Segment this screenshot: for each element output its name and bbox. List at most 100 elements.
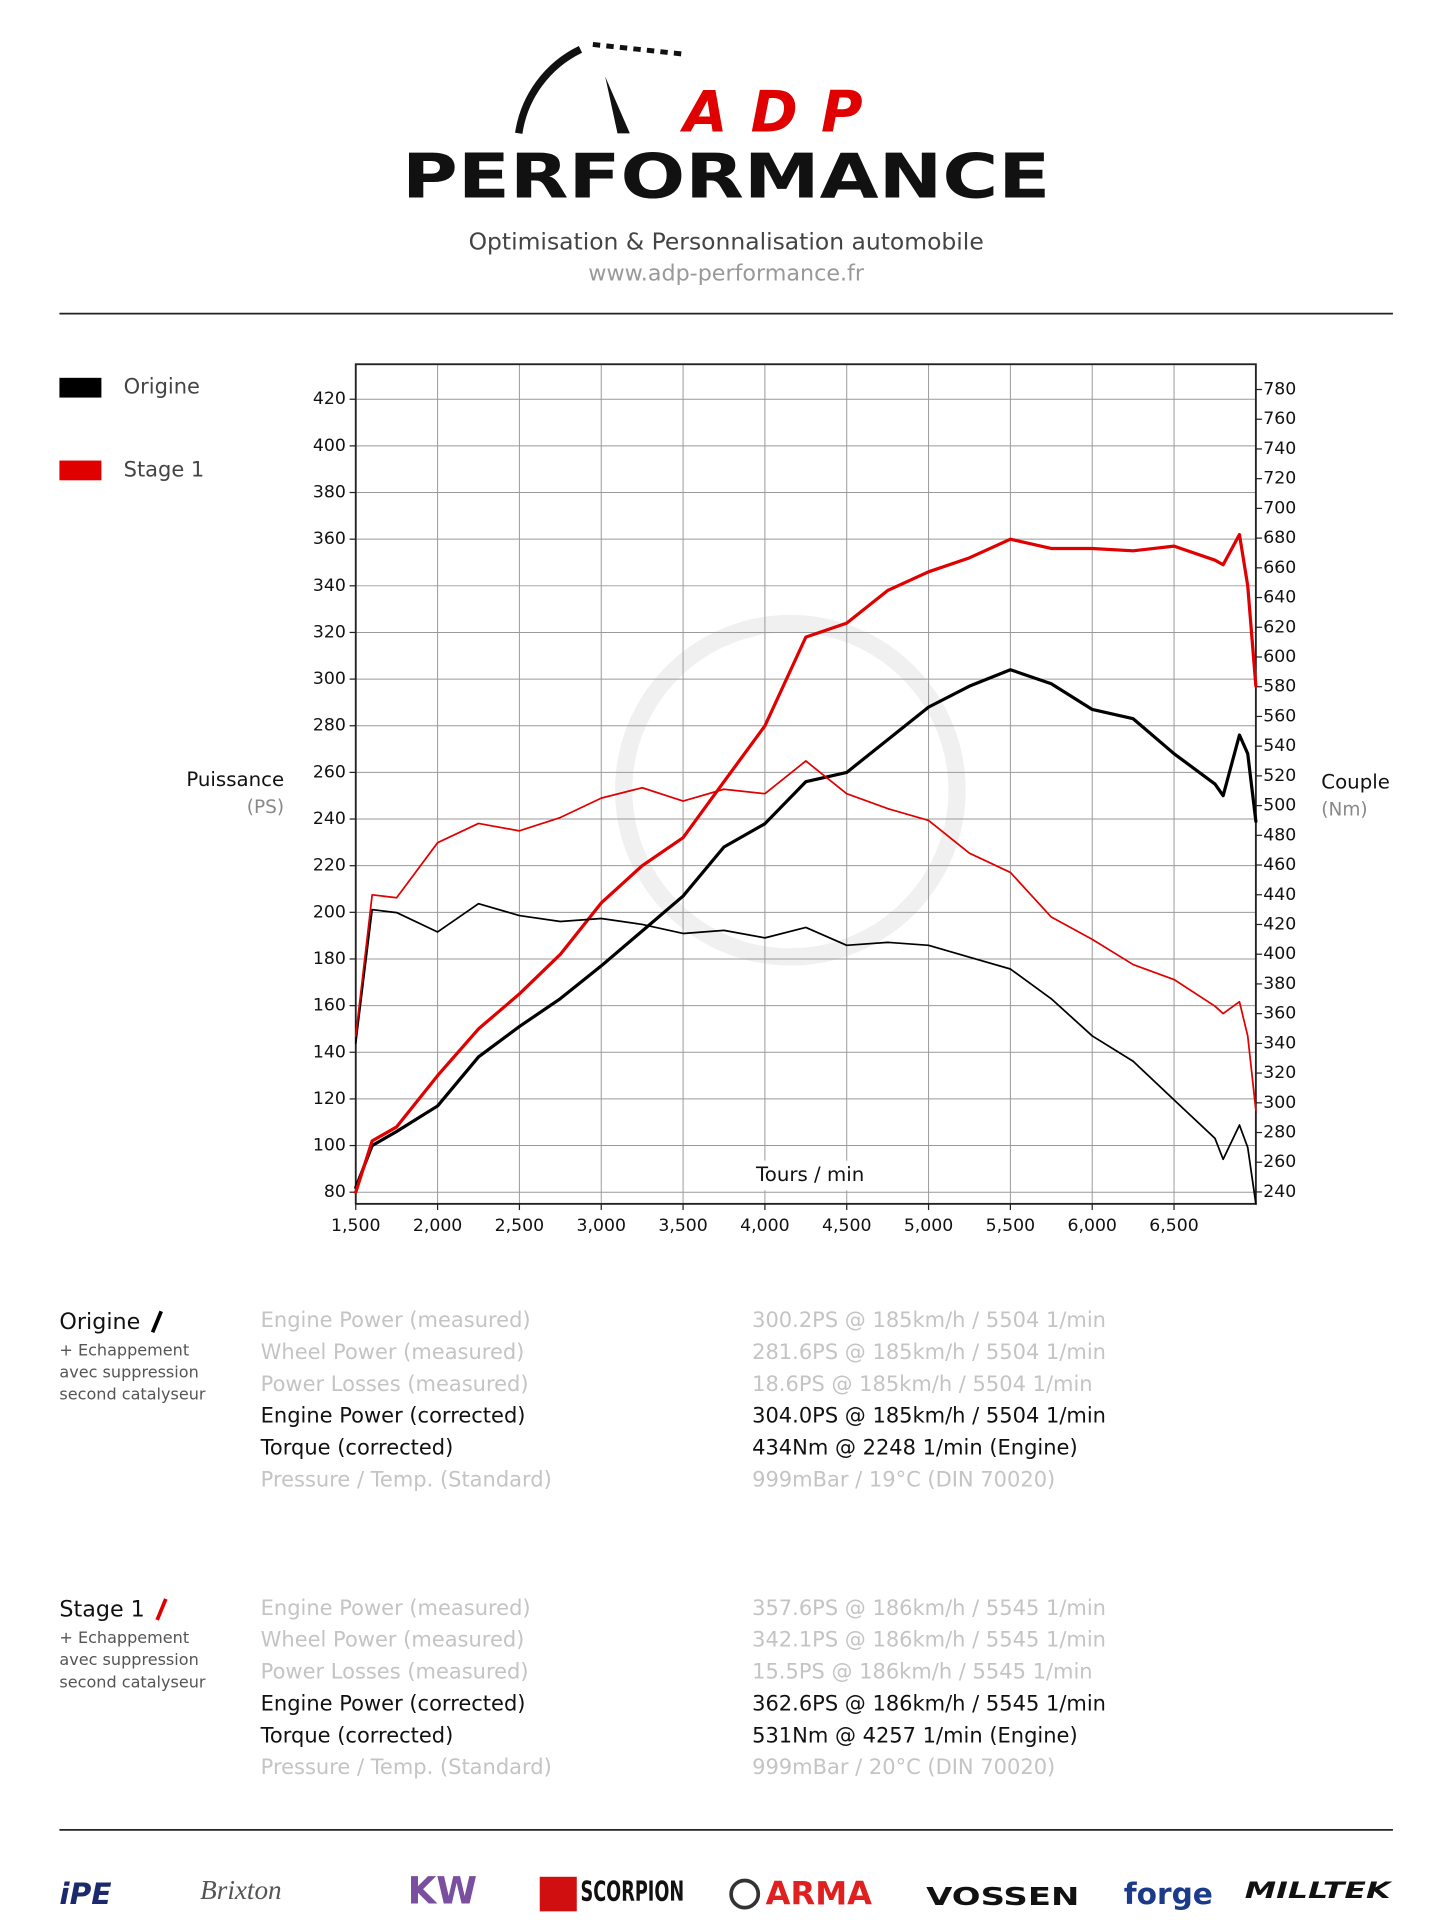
result-value: 15.5PS @ 186km/h / 5545 1/min: [752, 1660, 1093, 1684]
y2-tick-label: 720: [1263, 469, 1296, 489]
partner-logo: SCORPION: [580, 1876, 684, 1907]
result-value: 281.6PS @ 185km/h / 5504 1/min: [752, 1340, 1106, 1364]
result-title: Stage 1: [59, 1597, 144, 1623]
y2-tick-label: 320: [1263, 1063, 1296, 1083]
y2-axis-title: Couple: [1321, 770, 1390, 793]
x-tick-label: 5,500: [986, 1216, 1035, 1236]
y2-tick-label: 500: [1263, 796, 1296, 816]
result-value: 18.6PS @ 185km/h / 5504 1/min: [752, 1372, 1093, 1396]
y2-tick-label: 580: [1263, 677, 1296, 697]
y-tick-label: 120: [313, 1089, 346, 1109]
result-label: Engine Power (corrected): [261, 1404, 526, 1428]
result-note: second catalyseur: [59, 1385, 205, 1404]
x-tick-label: 2,500: [495, 1216, 544, 1236]
y2-axis-unit: (Nm): [1321, 799, 1367, 820]
y2-tick-label: 460: [1263, 855, 1296, 875]
legend-swatch: [59, 460, 102, 481]
y-axis-unit: (PS): [247, 797, 284, 818]
title-slash: [155, 1598, 168, 1621]
y2-tick-label: 520: [1263, 766, 1296, 786]
y-tick-label: 320: [313, 622, 346, 642]
result-label: Torque (corrected): [260, 1723, 454, 1747]
series-line: [354, 668, 1258, 1190]
y-tick-label: 420: [313, 389, 346, 409]
result-value: 357.6PS @ 186km/h / 5545 1/min: [752, 1596, 1106, 1620]
y-tick-label: 80: [324, 1182, 346, 1202]
y2-tick-label: 240: [1263, 1182, 1296, 1202]
x-tick-label: 3,500: [658, 1216, 707, 1236]
gauge-arc: [515, 46, 583, 134]
y2-tick-label: 340: [1263, 1033, 1296, 1053]
result-value: 999mBar / 19°C (DIN 70020): [752, 1467, 1055, 1491]
result-value: 999mBar / 20°C (DIN 70020): [752, 1755, 1055, 1779]
gauge-ticks: [592, 41, 686, 57]
series-line: [354, 760, 1257, 1112]
plot-background: [355, 364, 1256, 1204]
y2-tick-label: 380: [1263, 974, 1296, 994]
y2-tick-label: 420: [1263, 914, 1296, 934]
result-value: 300.2PS @ 185km/h / 5504 1/min: [752, 1308, 1106, 1332]
y2-tick-label: 440: [1263, 885, 1296, 905]
x-tick-label: 3,000: [577, 1216, 626, 1236]
y2-tick-label: 360: [1263, 1004, 1296, 1024]
y-tick-label: 180: [313, 949, 346, 969]
result-label: Engine Power (measured): [261, 1596, 531, 1620]
brand: ADP: [680, 80, 863, 146]
axis-title-background: [740, 1160, 880, 1191]
y2-tick-label: 660: [1263, 558, 1296, 578]
results: Origine + Echappement avec suppression seco…: [59, 1308, 1106, 1779]
y2-tick-label: 740: [1263, 439, 1296, 459]
y-tick-label: 140: [313, 1042, 346, 1062]
y-tick-label: 360: [313, 529, 346, 549]
y2-tick-label: 540: [1263, 736, 1296, 756]
partner-logo: MILLTEK: [1245, 1878, 1393, 1904]
y2-tick-label: 780: [1263, 380, 1296, 400]
partner-logo: ARMA: [766, 1874, 872, 1912]
partner-logo: iPE: [59, 1876, 111, 1911]
result-label: Power Losses (measured): [261, 1660, 529, 1684]
x-axis-title: Tours / min: [755, 1163, 864, 1186]
x-tick-label: 4,000: [740, 1216, 789, 1236]
y-tick-label: 160: [313, 996, 346, 1016]
y-tick-label: 280: [313, 716, 346, 736]
title-slash: [150, 1310, 163, 1333]
x-tick-label: 6,500: [1149, 1216, 1198, 1236]
partner-logo: KW: [408, 1869, 478, 1912]
partner-badge: [729, 1878, 761, 1910]
result-value: 434Nm @ 2248 1/min (Engine): [752, 1436, 1078, 1460]
y-tick-label: 100: [313, 1136, 346, 1156]
y-tick-label: 380: [313, 483, 346, 503]
y-tick-label: 220: [313, 856, 346, 876]
result-note: + Echappement: [59, 1340, 189, 1359]
result-note: avec suppression: [59, 1650, 198, 1669]
result-value: 362.6PS @ 186km/h / 5545 1/min: [752, 1691, 1106, 1715]
partner-logo: VOSSEN: [926, 1882, 1079, 1911]
y-tick-label: 240: [313, 809, 346, 829]
url: www.adp-performance.fr: [588, 261, 865, 287]
x-tick-label: 5,000: [904, 1216, 953, 1236]
result-label: Wheel Power (measured): [261, 1628, 525, 1652]
chart: 1,500 2,000 2,500 3,000 3,500 4,000 4,500 5,000…: [59, 363, 1296, 1236]
y-tick-label: 300: [313, 669, 346, 689]
result-value: 342.1PS @ 186km/h / 5545 1/min: [752, 1628, 1106, 1652]
result-label: Engine Power (measured): [261, 1308, 531, 1332]
legend-label: Stage 1: [124, 457, 205, 481]
result-label: Wheel Power (measured): [261, 1340, 525, 1364]
partner-logo: Brixton: [200, 1875, 281, 1905]
legend-label: Origine: [124, 375, 200, 399]
result-note: avec suppression: [59, 1363, 198, 1382]
series-line: [354, 532, 1258, 1194]
y2-tick-label: 700: [1263, 498, 1296, 518]
brand-name: PERFORMANCE: [402, 140, 1050, 212]
x-tick-label: 6,000: [1067, 1216, 1116, 1236]
result-label: Power Losses (measured): [261, 1372, 529, 1396]
y2-tick-label: 560: [1263, 706, 1296, 726]
y2-tick-label: 620: [1263, 617, 1296, 637]
tagline: Optimisation & Personnalisation automobi…: [469, 228, 984, 256]
y2-tick-label: 480: [1263, 825, 1296, 845]
gauge-needle: [605, 76, 630, 134]
partner-logo: forge: [1124, 1876, 1213, 1911]
result-value: 531Nm @ 4257 1/min (Engine): [752, 1723, 1078, 1747]
y-tick-label: 200: [313, 902, 346, 922]
